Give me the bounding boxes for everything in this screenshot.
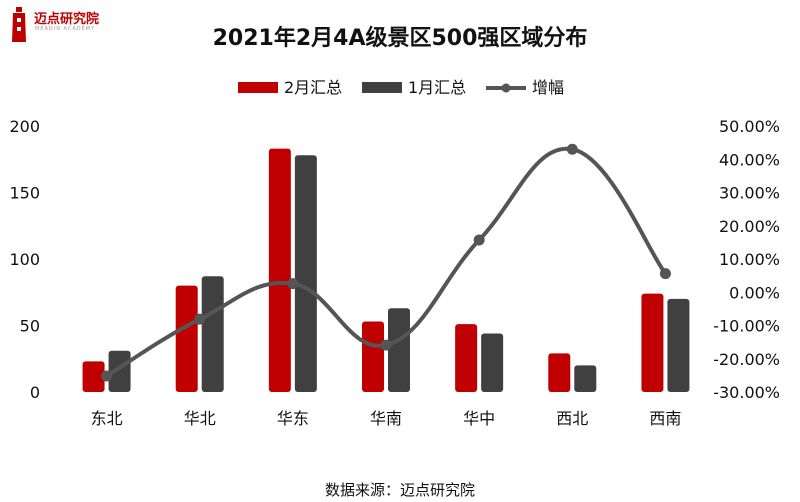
growth-point	[380, 339, 392, 351]
bar-jan	[574, 365, 597, 392]
legend-label-growth: 增幅	[532, 78, 564, 97]
x-tick-label: 华南	[370, 409, 402, 428]
source-note: 数据来源：迈点研究院	[325, 481, 475, 499]
bar-feb	[268, 148, 291, 392]
y-right-tick-label: 0.00%	[729, 283, 780, 302]
growth-point	[659, 268, 671, 280]
growth-point	[473, 234, 485, 246]
x-tick-label: 华东	[277, 409, 309, 428]
lighthouse-icon	[12, 7, 26, 42]
logo-subtext: MEADIN ACADEMY	[35, 26, 96, 32]
bar-feb	[175, 285, 198, 392]
y-right-tick-label: 20.00%	[719, 217, 780, 236]
legend: 2月汇总 1月汇总 增幅	[238, 78, 564, 97]
y-left-tick-label: 100	[9, 250, 40, 269]
y-right-tick-label: 10.00%	[719, 250, 780, 269]
bars	[82, 148, 690, 392]
x-axis: 东北 华北 华东 华南 华中 西北 西南	[91, 409, 682, 428]
bar-feb	[455, 324, 478, 392]
y-right-tick-label: 30.00%	[719, 184, 780, 203]
y-axis-right: 50.00% 40.00% 30.00% 20.00% 10.00% 0.00% -10.0…	[713, 117, 780, 402]
growth-point	[287, 278, 299, 290]
growth-point	[101, 370, 113, 382]
bar-feb	[641, 293, 664, 392]
y-axis-left: 0 50 100 150 200	[9, 117, 40, 402]
y-left-tick-label: 50	[20, 317, 40, 336]
legend-label-feb: 2月汇总	[284, 78, 342, 97]
chart-title: 2021年2月4A级景区500强区域分布	[213, 25, 588, 51]
bar-jan	[667, 298, 690, 392]
bar-jan	[388, 308, 410, 392]
x-tick-label: 西南	[649, 409, 681, 428]
bar-feb	[548, 353, 571, 392]
bar-feb	[362, 321, 384, 392]
legend-label-jan: 1月汇总	[408, 78, 466, 97]
bar-jan	[108, 350, 131, 392]
legend-swatch-feb	[238, 82, 278, 93]
x-tick-label: 东北	[91, 409, 123, 428]
bar-jan	[481, 333, 504, 392]
y-right-tick-label: -30.00%	[713, 383, 780, 402]
y-right-tick-label: 40.00%	[719, 150, 780, 169]
y-right-tick-label: -20.00%	[713, 350, 780, 369]
y-right-tick-label: 50.00%	[719, 117, 780, 136]
bar-jan	[294, 155, 317, 392]
y-right-tick-label: -10.00%	[713, 317, 780, 336]
bar-feb	[82, 361, 105, 392]
x-tick-label: 西北	[556, 409, 588, 428]
y-left-tick-label: 0	[30, 383, 40, 402]
logo: 迈点研究院 MEADIN ACADEMY	[8, 6, 104, 46]
bar-jan	[201, 276, 224, 392]
x-tick-label: 华中	[463, 409, 495, 428]
growth-point	[566, 143, 578, 155]
growth-point	[194, 313, 206, 325]
legend-marker-growth	[501, 83, 511, 93]
growth-line	[101, 143, 671, 382]
y-left-tick-label: 150	[9, 184, 40, 203]
logo-text: 迈点研究院	[34, 12, 100, 27]
legend-swatch-jan	[362, 82, 402, 93]
y-left-tick-label: 200	[9, 117, 40, 136]
x-tick-label: 华北	[184, 409, 216, 428]
